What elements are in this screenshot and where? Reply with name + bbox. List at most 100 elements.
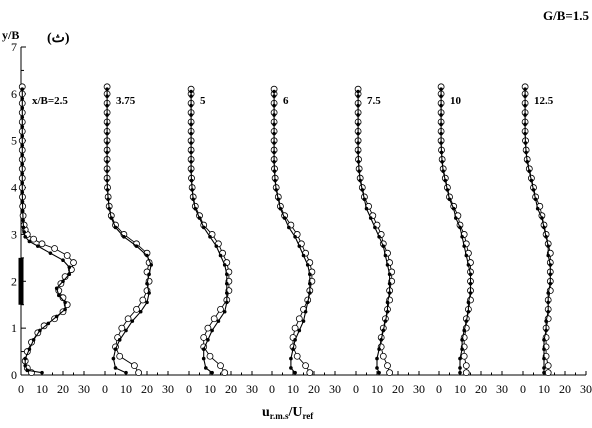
data-point-filled — [46, 321, 51, 326]
data-point-filled — [385, 263, 390, 267]
data-point-filled — [105, 103, 109, 108]
data-point-filled — [54, 314, 59, 319]
data-point-filled — [387, 291, 392, 295]
data-point-filled — [109, 216, 114, 220]
data-point-open — [379, 352, 387, 360]
data-point-filled — [385, 300, 390, 305]
data-point-filled — [272, 150, 276, 155]
y-tick-label: 5 — [11, 134, 17, 148]
series-line — [273, 91, 311, 374]
data-point-filled — [189, 160, 193, 164]
data-point-filled — [105, 122, 109, 127]
data-point-filled — [20, 87, 25, 91]
data-point-filled — [439, 103, 443, 108]
data-point-filled — [105, 113, 109, 117]
series-line — [106, 89, 152, 374]
data-point-filled — [225, 272, 229, 277]
x-tick-label: 0 — [186, 382, 192, 396]
data-point-filled — [105, 87, 109, 91]
data-point-filled — [67, 265, 72, 270]
data-point-open — [124, 315, 132, 323]
data-point-filled — [308, 281, 312, 286]
data-point-filled — [225, 281, 229, 286]
data-point-filled — [525, 160, 529, 164]
data-point-filled — [105, 141, 109, 145]
data-point-filled — [360, 188, 365, 192]
data-point-filled — [468, 291, 473, 295]
data-point-filled — [377, 234, 381, 239]
data-point-filled — [189, 113, 193, 117]
data-point-filled — [31, 338, 36, 342]
data-point-filled — [523, 113, 527, 117]
data-point-filled — [546, 309, 550, 314]
x-tick-label: 10 — [120, 382, 132, 396]
data-point-filled — [524, 150, 528, 155]
data-point-filled — [531, 188, 536, 192]
data-point-open — [139, 296, 147, 304]
y-tick-label: 3 — [11, 227, 17, 241]
data-point-filled — [38, 328, 42, 333]
data-point-filled — [293, 338, 297, 342]
y-tick-label: 4 — [11, 181, 17, 195]
data-point-filled — [523, 103, 527, 108]
x-tick-label: 30 — [329, 382, 341, 396]
data-point-open — [460, 352, 468, 360]
data-point-filled — [20, 115, 25, 120]
data-point-filled — [377, 370, 381, 375]
x-tick-label: 20 — [392, 382, 404, 396]
data-point-filled — [20, 134, 25, 138]
data-point-filled — [197, 216, 202, 220]
data-point-filled — [373, 225, 377, 230]
data-point-open — [217, 305, 224, 313]
data-point-filled — [445, 188, 450, 192]
x-tick-label: 10 — [538, 382, 550, 396]
data-point-open — [38, 240, 46, 248]
data-point-filled — [204, 366, 208, 370]
data-point-filled — [301, 319, 306, 323]
data-point-filled — [464, 253, 469, 258]
panel-station-label: 3.75 — [116, 95, 136, 107]
data-point-filled — [289, 366, 293, 370]
data-point-open — [133, 305, 140, 313]
data-point-filled — [356, 141, 360, 145]
data-point-filled — [546, 253, 550, 258]
data-point-filled — [301, 253, 306, 258]
data-point-filled — [356, 94, 360, 98]
data-point-filled — [462, 244, 467, 248]
data-point-filled — [375, 366, 379, 370]
data-point-filled — [189, 169, 193, 173]
chart-title: G/B=1.5 — [543, 8, 590, 23]
data-point-filled — [63, 307, 67, 312]
data-point-filled — [303, 309, 308, 314]
data-point-filled — [379, 338, 384, 342]
data-point-filled — [122, 234, 126, 239]
data-point-filled — [542, 347, 546, 352]
data-point-filled — [356, 160, 361, 164]
data-point-filled — [381, 244, 386, 248]
data-point-filled — [356, 122, 360, 127]
data-point-filled — [377, 347, 381, 352]
y-tick-label: 1 — [11, 321, 17, 335]
data-point-open — [30, 235, 37, 243]
x-tick-label: 10 — [371, 382, 383, 396]
data-point-filled — [27, 347, 32, 352]
data-point-filled — [124, 370, 128, 375]
data-point-filled — [20, 106, 25, 110]
data-point-filled — [542, 370, 546, 375]
x-tick-label: 20 — [559, 382, 571, 396]
data-point-filled — [105, 169, 109, 173]
panel-station-label: 7.5 — [367, 95, 381, 107]
data-point-open — [293, 352, 301, 360]
data-point-filled — [20, 199, 25, 204]
data-point-filled — [20, 162, 25, 166]
axes-layer: 0 1 2 3 4 5 6 7 0 10 20 30 0 10 20 30 0 10 20 30 0 10 20 30 0 10 2… — [11, 40, 592, 396]
x-tick-label: 30 — [78, 382, 90, 396]
data-point-filled — [189, 103, 193, 108]
data-point-filled — [189, 150, 193, 155]
data-point-filled — [439, 150, 444, 155]
data-point-filled — [189, 131, 193, 136]
data-point-filled — [20, 209, 25, 213]
data-point-filled — [193, 206, 198, 211]
data-point-filled — [48, 251, 53, 255]
